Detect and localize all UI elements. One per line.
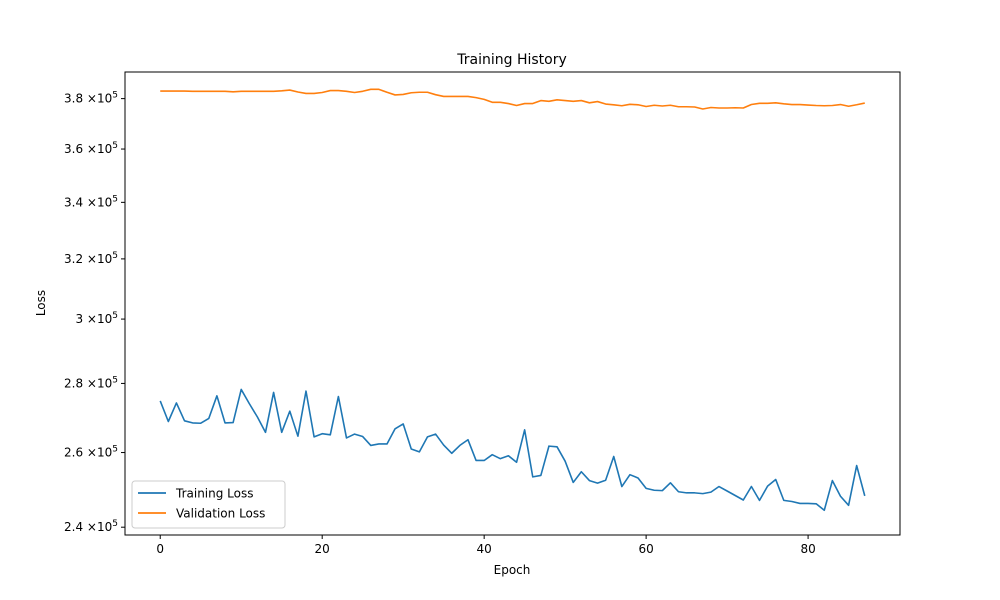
y-axis: 2.4 ×105 2.6 ×105 2.8 ×105 3 ×105 3.2 ×105 3.… (64, 91, 125, 534)
y-tick-label: 2.6 ×105 (64, 445, 118, 460)
legend: Training Loss Validation Loss (131, 480, 286, 529)
x-tick-label: 60 (638, 542, 653, 556)
plot-area (159, 88, 866, 512)
legend-label-validation-loss: Validation Loss (176, 507, 265, 521)
y-tick-label: 3.2 ×105 (64, 251, 118, 266)
legend-box (131, 480, 286, 529)
x-tick-label: 0 (156, 542, 164, 556)
y-tick-label: 3.6 ×105 (64, 141, 118, 156)
legend-label-training-loss: Training Loss (175, 487, 253, 501)
x-tick-label: 20 (315, 542, 330, 556)
y-tick-label: 3 ×105 (75, 311, 118, 326)
x-tick-label: 80 (800, 542, 815, 556)
y-tick-label: 3.4 ×105 (64, 194, 118, 209)
x-tick-label: 40 (477, 542, 492, 556)
y-tick-label: 2.8 ×105 (64, 375, 118, 390)
chart-title: Training History (456, 52, 567, 68)
y-tick-label: 3.8 ×105 (64, 91, 118, 106)
series-line-validation-loss (160, 88, 865, 110)
plot-frame (124, 71, 901, 536)
x-axis: 0 20 40 60 80 (156, 535, 816, 556)
y-tick-label: 2.4 ×105 (64, 519, 118, 534)
y-axis-label: Loss (34, 290, 48, 316)
series-line-training-loss (159, 388, 866, 512)
x-axis-label: Epoch (494, 563, 531, 577)
